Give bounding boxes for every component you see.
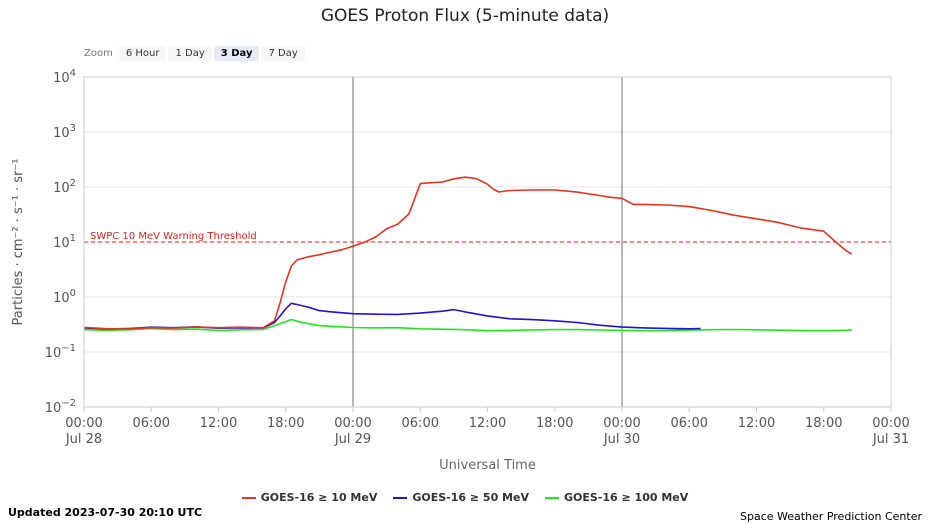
x-tick-label: 18:00: [536, 416, 573, 431]
zoom-6-hour-button[interactable]: 6 Hour: [118, 46, 167, 61]
threshold-label: SWPC 10 MeV Warning Threshold: [90, 231, 257, 242]
zoom-control: Zoom 6 Hour 1 Day 3 Day 7 Day: [84, 46, 307, 61]
zoom-3-day-button[interactable]: 3 Day: [213, 46, 260, 61]
legend-label-10mev: GOES-16 ≥ 10 MeV: [260, 491, 378, 504]
x-tick-date: Jul 31: [872, 432, 909, 447]
zoom-1-day-button[interactable]: 1 Day: [168, 46, 212, 61]
x-tick-label: 12:00: [738, 416, 775, 431]
legend-item-50mev[interactable]: GOES-16 ≥ 50 MeV: [393, 491, 529, 504]
x-tick-label: 12:00: [469, 416, 506, 431]
series: [83, 176, 853, 332]
y-tick-label: 10−2: [45, 398, 76, 416]
legend-swatch-10mev: [241, 496, 256, 499]
x-tick-label: 06:00: [402, 416, 439, 431]
y-tick-label: 103: [53, 123, 76, 141]
series-10mev-line: [83, 176, 853, 330]
legend: GOES-16 ≥ 10 MeV GOES-16 ≥ 50 MeV GOES-1…: [0, 491, 930, 504]
x-tick-date: Jul 29: [334, 432, 371, 447]
legend-swatch-50mev: [393, 496, 408, 499]
y-tick-label: 104: [53, 68, 76, 86]
chart-title: GOES Proton Flux (5-minute data): [320, 6, 610, 26]
y-tick-label: 101: [53, 233, 76, 251]
x-tick-label: 18:00: [267, 416, 304, 431]
x-tick-label: 18:00: [805, 416, 842, 431]
series-50mev-line: [83, 302, 701, 330]
x-axis-label: Universal Time: [439, 458, 536, 473]
proton-flux-chart: SWPC 10 MeV Warning Threshold 10−210−110…: [11, 68, 910, 473]
y-axis-label: Particles · cm⁻² · s⁻¹ · sr⁻¹: [11, 159, 26, 326]
legend-item-100mev[interactable]: GOES-16 ≥ 100 MeV: [544, 491, 689, 504]
x-tick-label: 06:00: [671, 416, 708, 431]
y-tick-label: 10−1: [45, 343, 76, 361]
x-tick-label: 00:00: [603, 416, 640, 431]
series-100mev-line: [83, 318, 852, 332]
x-tick-label: 00:00: [65, 416, 102, 431]
y-tick-label: 102: [53, 178, 76, 196]
credit-text: Space Weather Prediction Center: [740, 510, 922, 523]
y-tick-label: 100: [53, 288, 76, 306]
x-tick-label: 00:00: [872, 416, 909, 431]
x-tick-label: 12:00: [200, 416, 237, 431]
legend-label-50mev: GOES-16 ≥ 50 MeV: [412, 491, 529, 504]
x-tick-date: Jul 28: [65, 432, 102, 447]
x-tick-label: 06:00: [133, 416, 170, 431]
threshold: SWPC 10 MeV Warning Threshold: [84, 231, 891, 243]
zoom-label: Zoom: [84, 48, 113, 59]
legend-swatch-100mev: [544, 496, 559, 499]
x-tick-label: 00:00: [334, 416, 371, 431]
zoom-7-day-button[interactable]: 7 Day: [261, 46, 305, 61]
x-tick-date: Jul 30: [603, 432, 640, 447]
legend-label-100mev: GOES-16 ≥ 100 MeV: [563, 491, 689, 504]
updated-timestamp: Updated 2023-07-30 20:10 UTC: [8, 506, 203, 519]
legend-item-10mev[interactable]: GOES-16 ≥ 10 MeV: [241, 491, 378, 504]
y-axis-ticks: 10−2 10−1 100 101 102 103 104: [45, 68, 76, 416]
